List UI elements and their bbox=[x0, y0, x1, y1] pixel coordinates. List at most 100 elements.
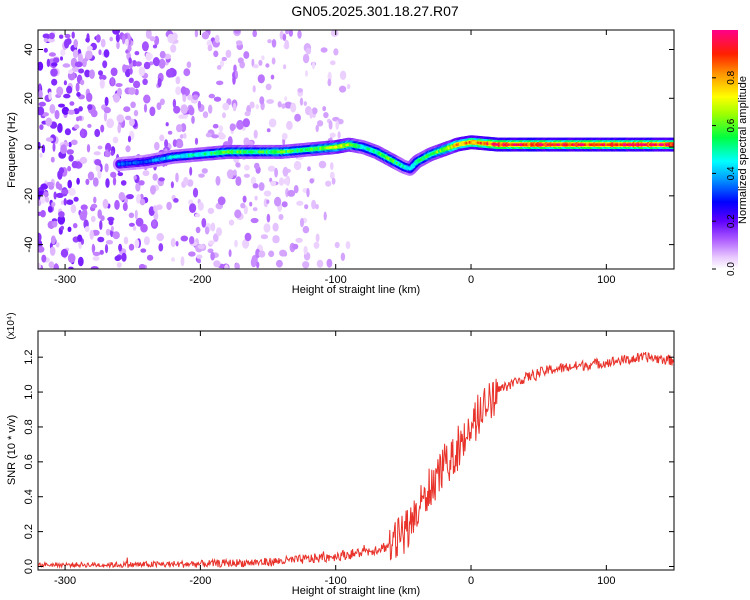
noise-cell bbox=[93, 151, 101, 156]
noise-cell bbox=[127, 45, 132, 52]
noise-cell bbox=[48, 32, 56, 40]
noise-cell bbox=[153, 205, 157, 212]
noise-cell bbox=[270, 180, 277, 187]
noise-cell bbox=[99, 249, 104, 255]
noise-cell bbox=[149, 106, 156, 117]
noise-cell bbox=[115, 33, 120, 43]
noise-cell bbox=[38, 83, 42, 92]
noise-cell bbox=[210, 222, 216, 232]
noise-cell bbox=[198, 173, 205, 178]
noise-cell bbox=[38, 232, 42, 242]
noise-cell bbox=[322, 106, 327, 112]
noise-cell bbox=[330, 60, 336, 66]
noise-cell bbox=[104, 96, 109, 106]
noise-cell bbox=[281, 103, 286, 109]
noise-cell bbox=[48, 52, 57, 57]
snr-frame bbox=[37, 330, 675, 571]
noise-cell bbox=[249, 201, 253, 207]
noise-cell bbox=[278, 214, 284, 220]
noise-cell bbox=[339, 85, 347, 93]
noise-cell bbox=[244, 111, 251, 117]
noise-cell bbox=[74, 61, 83, 68]
snr-ytick-label: 0.6 bbox=[23, 454, 35, 469]
noise-cell bbox=[183, 176, 189, 186]
noise-cell bbox=[266, 213, 271, 223]
noise-cell bbox=[156, 233, 164, 242]
noise-cell bbox=[135, 61, 142, 67]
noise-cell bbox=[292, 243, 299, 250]
noise-cell bbox=[38, 262, 42, 269]
noise-cell bbox=[50, 156, 55, 163]
noise-cell bbox=[104, 163, 109, 173]
noise-cell bbox=[329, 132, 336, 138]
noise-cell bbox=[323, 211, 327, 221]
spectrogram-ytick-label: 40 bbox=[23, 43, 35, 55]
noise-cell bbox=[213, 96, 222, 102]
noise-cell bbox=[52, 220, 58, 228]
noise-cell bbox=[172, 69, 177, 77]
noise-cell bbox=[309, 178, 315, 184]
noise-cell bbox=[167, 33, 175, 44]
noise-cell bbox=[173, 198, 179, 203]
noise-cell bbox=[242, 195, 247, 203]
noise-cell bbox=[38, 246, 45, 253]
noise-cell bbox=[180, 104, 188, 114]
noise-cell bbox=[87, 171, 95, 181]
noise-cell bbox=[278, 177, 285, 186]
noise-cell bbox=[189, 236, 195, 245]
noise-cell bbox=[110, 171, 117, 178]
ridge-cell bbox=[671, 143, 674, 146]
noise-cell bbox=[122, 34, 126, 45]
noise-cell bbox=[258, 250, 266, 258]
noise-cell bbox=[152, 220, 157, 227]
colorbar-tick-label: 0.2 bbox=[726, 214, 737, 228]
noise-cell bbox=[45, 117, 53, 127]
noise-cell bbox=[197, 244, 205, 249]
snr-ylabel: SNR (10 * v/v) bbox=[6, 415, 18, 485]
spectrogram-xtick-label: -300 bbox=[54, 274, 76, 286]
noise-cell bbox=[66, 149, 74, 155]
noise-cell bbox=[233, 64, 237, 73]
noise-cell bbox=[300, 217, 304, 228]
noise-cell bbox=[41, 144, 46, 154]
noise-cell bbox=[253, 129, 258, 139]
noise-cell bbox=[172, 98, 177, 108]
noise-cell bbox=[267, 165, 276, 172]
noise-cell bbox=[201, 218, 207, 228]
spectrogram-xtick-label: -200 bbox=[189, 274, 211, 286]
noise-cell bbox=[115, 83, 123, 87]
noise-cell bbox=[263, 223, 271, 233]
noise-cell bbox=[208, 104, 213, 114]
noise-cell bbox=[207, 44, 213, 52]
noise-cell bbox=[315, 233, 320, 243]
noise-cell bbox=[335, 120, 340, 130]
noise-cell bbox=[165, 122, 169, 127]
noise-cell bbox=[320, 47, 328, 53]
noise-cell bbox=[340, 252, 346, 261]
colorbar-tick-label: 0.4 bbox=[726, 166, 737, 180]
noise-cell bbox=[268, 250, 275, 258]
noise-cell bbox=[261, 55, 265, 61]
noise-cell bbox=[143, 103, 148, 113]
noise-cell bbox=[183, 68, 191, 77]
noise-cell bbox=[129, 68, 133, 75]
noise-cell bbox=[242, 118, 250, 128]
noise-cell bbox=[197, 258, 201, 264]
noise-cell bbox=[330, 162, 334, 171]
noise-cell bbox=[136, 194, 141, 204]
noise-cell bbox=[92, 256, 100, 261]
noise-cell bbox=[135, 182, 141, 192]
noise-cell bbox=[204, 226, 210, 235]
noise-cell bbox=[73, 39, 78, 48]
noise-cell bbox=[302, 53, 310, 64]
noise-cell bbox=[62, 63, 71, 68]
noise-cell bbox=[61, 189, 69, 195]
noise-cell bbox=[175, 172, 179, 183]
noise-cell bbox=[135, 217, 144, 227]
noise-cell bbox=[307, 166, 311, 172]
noise-cell bbox=[148, 53, 153, 59]
snr-ytick-label: 1.0 bbox=[23, 384, 35, 399]
noise-cell bbox=[138, 263, 146, 269]
noise-cell bbox=[233, 169, 237, 176]
